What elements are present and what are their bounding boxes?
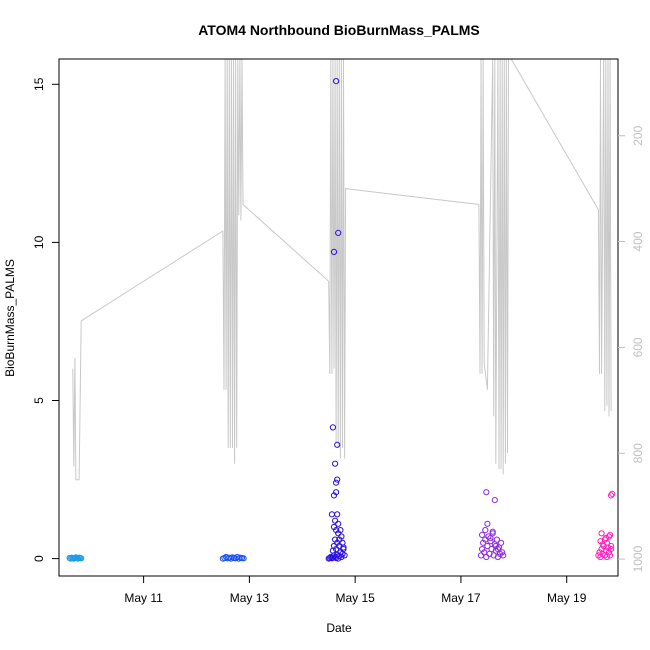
data-point-3-30	[334, 511, 341, 518]
y2-tick-label-1: 400	[631, 231, 645, 251]
data-point-3-28	[332, 517, 339, 524]
data-point-3-19	[333, 546, 340, 553]
data-point-4-20	[499, 549, 506, 556]
data-point-3-36	[332, 460, 339, 467]
data-point-4-5	[483, 553, 490, 561]
data-point-3-15	[341, 552, 348, 559]
data-point-5-17	[605, 533, 613, 540]
data-point-3-23	[337, 549, 344, 556]
chart-title: ATOM4 Northbound BioBurnMass_PALMS	[198, 22, 480, 38]
data-point-3-40	[337, 527, 344, 534]
x-axis-label: Date	[326, 621, 352, 635]
data-point-1-11	[78, 555, 85, 562]
data-point-5-11	[607, 552, 614, 559]
data-point-5-19	[598, 530, 605, 537]
data-point-2-13	[240, 555, 247, 562]
data-point-3-43	[330, 248, 338, 255]
y-axis-label: BioBurnMass_PALMS	[3, 259, 17, 377]
plot-marks	[66, 59, 616, 562]
data-point-4-24	[484, 520, 491, 527]
data-point-4-23	[482, 527, 489, 534]
data-point-4-30	[491, 497, 498, 504]
data-point-4-15	[493, 536, 500, 543]
data-point-4-6	[484, 542, 491, 550]
data-point-5-23	[609, 490, 616, 497]
data-point-3-39	[334, 476, 341, 483]
data-point-3-22	[336, 542, 343, 550]
y2-tick-label-4: 1000	[631, 545, 645, 572]
altitude-line	[72, 59, 612, 481]
data-point-4-21	[500, 552, 507, 559]
data-point-5-22	[608, 492, 615, 499]
data-point-5-18	[608, 542, 615, 550]
data-point-4-0	[477, 552, 485, 559]
x-tick-label-3: May 17	[441, 591, 481, 605]
data-point-3-41	[333, 78, 340, 85]
data-point-4-22	[479, 531, 486, 539]
data-point-3-38	[333, 489, 340, 496]
data-point-5-12	[608, 546, 615, 553]
x-tick-label-4: May 19	[547, 591, 587, 605]
axes: May 11 May 13 May 15 May 17 May 19 0 5 10 15 200 4…	[32, 58, 645, 605]
data-point-3-33	[328, 511, 335, 518]
data-point-3-26	[340, 544, 347, 551]
y-tick-label-2: 10	[32, 235, 46, 249]
data-point-4-26	[489, 528, 496, 535]
x-tick-label-1: May 13	[230, 591, 270, 605]
data-point-3-29	[333, 527, 340, 534]
data-point-3-44	[335, 229, 342, 236]
plot-frame	[58, 58, 619, 577]
x-tick-label-0: May 11	[124, 591, 163, 605]
y2-tick-label-0: 200	[631, 125, 645, 145]
data-point-3-31	[335, 520, 342, 527]
x-tick-label-2: May 15	[335, 591, 375, 605]
data-point-3-42	[329, 424, 336, 431]
y-tick-label-1: 5	[32, 397, 46, 404]
data-point-4-9	[487, 538, 494, 545]
data-point-4-28	[494, 546, 501, 553]
data-point-3-35	[333, 479, 340, 486]
data-point-4-19	[498, 539, 505, 546]
data-point-5-20	[602, 535, 609, 542]
data-point-3-37	[334, 441, 341, 448]
data-point-4-29	[483, 489, 490, 496]
data-point-5-21	[607, 531, 614, 539]
data-point-4-25	[487, 535, 494, 542]
y-tick-label-3: 15	[32, 77, 46, 91]
y2-tick-label-3: 800	[631, 443, 645, 463]
y-tick-label-0: 0	[32, 555, 46, 562]
y2-tick-label-2: 600	[631, 337, 645, 357]
data-point-3-32	[336, 536, 343, 543]
